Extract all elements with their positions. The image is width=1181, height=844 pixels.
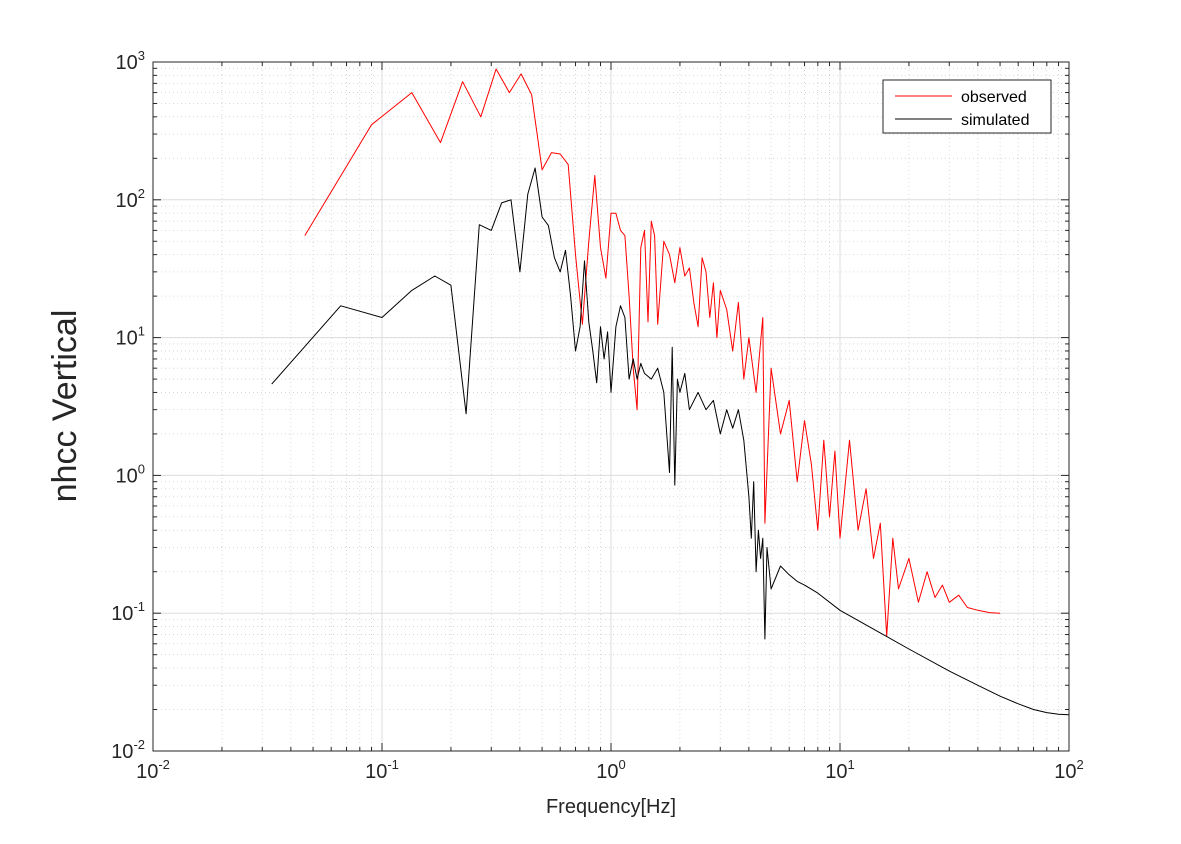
y-tick-label: 10-1 [111,599,145,625]
legend: observed simulated [882,79,1052,134]
y-tick-label: 101 [116,324,145,350]
y-tick-labels: 10-2 10-1 100 101 102 103 [111,48,145,763]
minor-grid [153,62,1069,751]
series-layer [271,68,1070,716]
y-tick-label: 102 [116,186,145,212]
y-tick-label: 10-2 [111,737,145,763]
x-tick-label: 100 [596,757,625,783]
y-tick-label: 100 [116,461,145,487]
x-tick-label: 101 [825,757,854,783]
x-axis-label: Frequency[Hz] [546,796,676,818]
y-tick-label: 103 [116,48,145,74]
series-line-simulated [271,167,1070,716]
x-tick-label: 102 [1054,757,1083,783]
series-line-observed [304,68,1001,637]
tick-marks [152,61,1070,752]
x-tick-labels: 10-2 10-1 100 101 102 [136,757,1084,783]
x-tick-label: 10-2 [136,757,170,783]
legend-box [882,79,1052,134]
y-axis-label: nhcc Vertical [46,310,84,503]
x-tick-label: 10-1 [365,757,399,783]
legend-label-observed: observed [961,89,1027,106]
legend-label-simulated: simulated [961,112,1029,129]
